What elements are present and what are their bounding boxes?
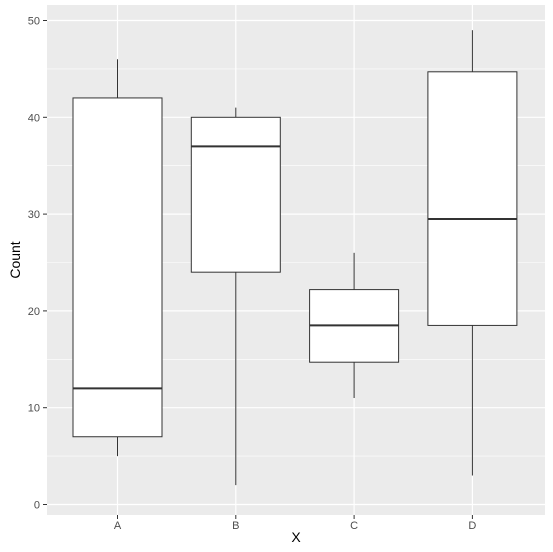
x-tick-label: D [468,520,476,532]
y-tick-label: 50 [28,16,40,28]
box-B [190,107,281,486]
x-tick-label: C [350,520,358,532]
y-tick-label: 0 [34,500,40,512]
box-C [309,252,400,399]
x-tick-label: B [232,520,239,532]
x-axis: A B C D [114,515,476,532]
boxes [72,30,518,486]
box-D [427,30,518,476]
y-tick-label: 30 [28,209,40,221]
x-axis-title: X [291,529,301,545]
box-body [427,71,518,326]
box-A [72,59,163,457]
y-tick-label: 10 [28,403,40,415]
box-body [190,116,281,273]
y-axis: 0 10 20 30 40 50 [28,16,47,512]
box-body [72,97,163,438]
y-tick-label: 20 [28,306,40,318]
x-tick-label: A [114,520,122,532]
y-axis-title: Count [7,241,23,278]
y-tick-label: 40 [28,112,40,124]
